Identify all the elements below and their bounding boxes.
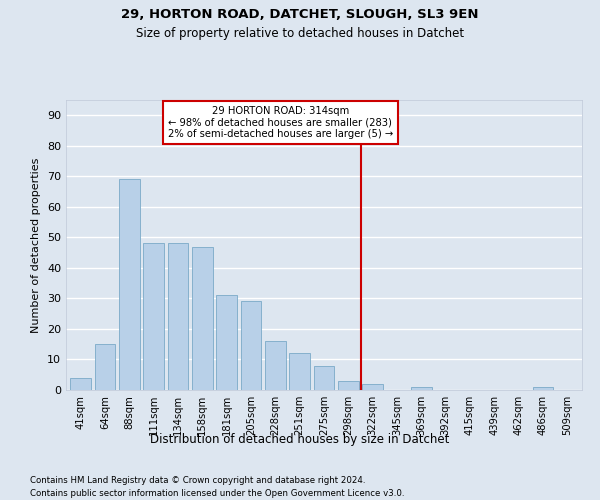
Bar [411, 387, 432, 390]
Text: Size of property relative to detached houses in Datchet: Size of property relative to detached ho… [136, 28, 464, 40]
Bar [192, 246, 212, 390]
Bar [95, 344, 115, 390]
Y-axis label: Number of detached properties: Number of detached properties [31, 158, 41, 332]
Bar [143, 244, 164, 390]
Bar [70, 378, 91, 390]
Text: Contains public sector information licensed under the Open Government Licence v3: Contains public sector information licen… [30, 489, 404, 498]
Text: Distribution of detached houses by size in Datchet: Distribution of detached houses by size … [151, 432, 449, 446]
Bar [265, 341, 286, 390]
Text: 29, HORTON ROAD, DATCHET, SLOUGH, SL3 9EN: 29, HORTON ROAD, DATCHET, SLOUGH, SL3 9E… [121, 8, 479, 20]
Bar [119, 180, 140, 390]
Bar [314, 366, 334, 390]
Bar [362, 384, 383, 390]
Bar [216, 296, 237, 390]
Bar [533, 387, 553, 390]
Text: Contains HM Land Registry data © Crown copyright and database right 2024.: Contains HM Land Registry data © Crown c… [30, 476, 365, 485]
Bar [338, 381, 359, 390]
Text: 29 HORTON ROAD: 314sqm
← 98% of detached houses are smaller (283)
2% of semi-det: 29 HORTON ROAD: 314sqm ← 98% of detached… [167, 106, 393, 140]
Bar [241, 302, 262, 390]
Bar [167, 244, 188, 390]
Bar [289, 354, 310, 390]
